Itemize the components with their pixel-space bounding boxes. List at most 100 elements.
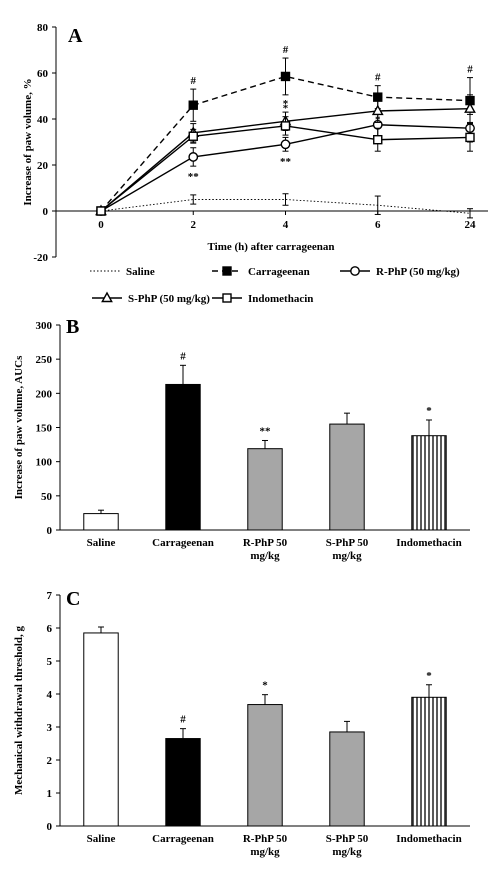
legend-label: S-PhP (50 mg/kg) xyxy=(128,293,210,305)
legend-swatch-marker xyxy=(350,266,360,276)
y-axis-label: Increase of paw volume, AUCs xyxy=(13,355,25,499)
series-line-1 xyxy=(100,75,471,212)
y-axis-label: Increase of paw volume, % xyxy=(22,78,34,205)
panel-b-bar-chart: 0 50 100 150 200 250 300 Increase of paw volume… xyxy=(13,316,470,562)
x-tick-label: 24 xyxy=(465,219,477,231)
y-tick-label: 6 xyxy=(47,623,53,635)
legend-label: Saline xyxy=(126,266,155,278)
y-tick-label: 0 xyxy=(47,821,53,833)
bar xyxy=(411,696,447,827)
bar xyxy=(83,513,119,531)
significance-mark: ** xyxy=(188,171,200,183)
x-tick-label: Saline xyxy=(87,537,116,549)
x-tick-label: 4 xyxy=(283,219,289,231)
legend-swatch-marker xyxy=(101,291,113,303)
data-point xyxy=(280,139,291,150)
y-tick-label: 60 xyxy=(37,68,49,80)
significance-mark: * xyxy=(375,114,381,126)
x-tick-label-line: mg/kg xyxy=(250,550,280,562)
significance-mark: # xyxy=(180,350,186,362)
y-tick-label: 100 xyxy=(36,457,53,469)
x-tick-label: 6 xyxy=(375,219,381,231)
bar xyxy=(247,704,283,827)
x-tick-label-line: mg/kg xyxy=(332,846,362,858)
y-tick-label: 2 xyxy=(47,755,53,767)
x-tick-label: 0 xyxy=(98,219,104,231)
significance-mark: * xyxy=(283,98,289,110)
y-tick-label: 20 xyxy=(37,160,49,172)
significance-mark: * xyxy=(426,405,432,417)
significance-mark: * xyxy=(426,670,432,682)
x-tick-label: 2 xyxy=(191,219,197,231)
x-tick-label: Saline xyxy=(87,833,116,845)
y-tick-label: 250 xyxy=(36,354,53,366)
data-point xyxy=(188,100,198,110)
x-tick-label: Indomethacin xyxy=(396,833,461,845)
significance-mark: # xyxy=(467,64,473,76)
significance-mark: ** xyxy=(260,425,272,437)
data-point xyxy=(96,206,106,216)
x-tick-label: R-PhP 50 mg/kg xyxy=(243,833,288,858)
y-tick-label: 3 xyxy=(47,722,53,734)
data-point xyxy=(465,132,475,143)
panel-letter: B xyxy=(66,316,79,338)
bar xyxy=(411,435,447,531)
x-tick-label-line: S-PhP 50 xyxy=(326,537,369,549)
x-tick-label-line: R-PhP 50 xyxy=(243,833,288,845)
significance-mark: # xyxy=(283,44,289,56)
y-tick-label: 0 xyxy=(43,206,49,218)
bar xyxy=(165,738,201,827)
panel-letter: A xyxy=(68,25,83,47)
x-tick-label: Carrageenan xyxy=(152,833,214,845)
x-tick-label-line: mg/kg xyxy=(332,550,362,562)
y-tick-label: 300 xyxy=(36,320,53,332)
data-point xyxy=(464,102,476,113)
y-tick-label: 4 xyxy=(47,689,53,701)
data-point xyxy=(371,104,384,116)
bar xyxy=(329,731,365,827)
x-tick-label-line: mg/kg xyxy=(250,846,280,858)
bar xyxy=(329,423,365,531)
significance-mark: # xyxy=(180,714,186,726)
bar xyxy=(247,448,283,531)
x-tick-label: R-PhP 50 mg/kg xyxy=(243,537,288,562)
significance-mark: # xyxy=(191,75,197,87)
x-tick-label: S-PhP 50 mg/kg xyxy=(326,537,369,562)
significance-mark: * xyxy=(283,103,289,115)
x-tick-label: Indomethacin xyxy=(396,537,461,549)
y-tick-label: 50 xyxy=(41,491,53,503)
panel-c-bar-chart: 0 1 2 3 4 5 6 7 Mechanical withdrawal threshold,… xyxy=(13,588,470,858)
y-tick-label: 1 xyxy=(47,788,53,800)
legend-swatch-marker xyxy=(222,293,232,303)
data-point xyxy=(188,152,199,162)
y-tick-label: 0 xyxy=(47,525,53,537)
y-tick-label: -20 xyxy=(33,252,48,264)
significance-mark: ** xyxy=(280,156,292,168)
data-point xyxy=(188,131,198,141)
x-tick-label: S-PhP 50 mg/kg xyxy=(326,833,369,858)
y-tick-label: 80 xyxy=(37,22,49,34)
panel-letter: C xyxy=(66,588,80,610)
y-tick-label: 150 xyxy=(36,423,53,435)
significance-mark: # xyxy=(375,72,381,84)
bar xyxy=(165,383,201,531)
data-point xyxy=(373,134,383,145)
legend-label: Indomethacin xyxy=(248,293,313,305)
y-axis-label: Mechanical withdrawal threshold, g xyxy=(13,625,25,795)
legend-label: Carrageenan xyxy=(248,266,310,278)
y-tick-label: 5 xyxy=(47,656,53,668)
x-tick-label: Carrageenan xyxy=(152,537,214,549)
significance-mark: * xyxy=(262,680,268,692)
y-tick-label: 7 xyxy=(47,590,53,602)
data-point xyxy=(280,71,291,82)
y-tick-label: 40 xyxy=(37,114,49,126)
data-point xyxy=(280,121,291,131)
bar xyxy=(83,632,119,827)
legend-label: R-PhP (50 mg/kg) xyxy=(376,266,460,278)
x-tick-label-line: S-PhP 50 xyxy=(326,833,369,845)
legend-swatch-marker xyxy=(222,266,232,276)
y-tick-label: 200 xyxy=(36,388,53,400)
